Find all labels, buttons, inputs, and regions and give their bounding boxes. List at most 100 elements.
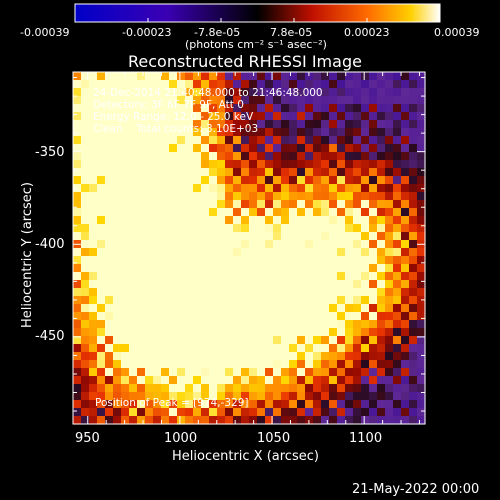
- heatmap-cell: [377, 280, 386, 289]
- heatmap-cell: [393, 96, 402, 105]
- heatmap-cell: [129, 392, 138, 401]
- heatmap-cell: [161, 128, 170, 137]
- heatmap-cell: [297, 304, 306, 313]
- heatmap-cell: [185, 112, 194, 121]
- heatmap-cell: [241, 392, 250, 401]
- heatmap-cell: [345, 352, 354, 361]
- heatmap-cell: [241, 160, 250, 169]
- heatmap-cell: [153, 368, 162, 377]
- heatmap-cell: [249, 320, 258, 329]
- heatmap-cell: [129, 72, 138, 81]
- heatmap-cell: [105, 384, 114, 393]
- heatmap-cell: [209, 256, 218, 265]
- heatmap-cell: [289, 72, 298, 81]
- heatmap-cell: [257, 344, 266, 353]
- heatmap-cell: [281, 200, 290, 209]
- heatmap-cell: [417, 224, 426, 233]
- heatmap-cell: [385, 384, 394, 393]
- heatmap-cell: [393, 104, 402, 113]
- heatmap-cell: [289, 256, 298, 265]
- heatmap-cell: [169, 320, 178, 329]
- heatmap-cell: [385, 328, 394, 337]
- heatmap-cell: [393, 272, 402, 281]
- heatmap-cell: [113, 344, 122, 353]
- heatmap-cell: [241, 304, 250, 313]
- heatmap-cell: [249, 200, 258, 209]
- heatmap-cell: [169, 256, 178, 265]
- heatmap-cell: [97, 168, 106, 177]
- heatmap-cell: [97, 272, 106, 281]
- heatmap-cell: [409, 200, 418, 209]
- heatmap-cell: [417, 96, 426, 105]
- heatmap-cell: [177, 400, 186, 409]
- heatmap-cell: [281, 312, 290, 321]
- heatmap-cell: [249, 192, 258, 201]
- heatmap-cell: [121, 416, 130, 425]
- heatmap-cell: [393, 112, 402, 121]
- heatmap-cell: [129, 344, 138, 353]
- heatmap-cell: [177, 328, 186, 337]
- heatmap-cell: [361, 304, 370, 313]
- heatmap-cell: [281, 160, 290, 169]
- heatmap-cell: [105, 336, 114, 345]
- heatmap-cell: [345, 80, 354, 89]
- heatmap-cell: [201, 384, 210, 393]
- heatmap-cell: [97, 224, 106, 233]
- heatmap-cell: [393, 224, 402, 233]
- heatmap-cell: [297, 360, 306, 369]
- heatmap-cell: [361, 408, 370, 417]
- heatmap-cell: [297, 208, 306, 217]
- heatmap-cell: [209, 208, 218, 217]
- heatmap-cell: [193, 320, 202, 329]
- heatmap-cell: [241, 104, 250, 113]
- heatmap-cell: [409, 360, 418, 369]
- heatmap-cell: [209, 192, 218, 201]
- heatmap-cell: [265, 360, 274, 369]
- heatmap-cell: [89, 184, 98, 193]
- heatmap-cell: [137, 304, 146, 313]
- heatmap-cell: [377, 224, 386, 233]
- heatmap-cell: [249, 72, 258, 81]
- heatmap-cell: [209, 80, 218, 89]
- heatmap-cell: [257, 120, 266, 129]
- x-tick-label: 1100: [349, 431, 383, 446]
- heatmap-cell: [193, 232, 202, 241]
- heatmap-cell: [145, 96, 154, 105]
- heatmap-cell: [161, 232, 170, 241]
- heatmap-cell: [409, 96, 418, 105]
- heatmap-cell: [73, 160, 82, 169]
- heatmap-cell: [193, 264, 202, 273]
- heatmap-cell: [313, 224, 322, 233]
- heatmap-cell: [217, 144, 226, 153]
- heatmap-cell: [209, 152, 218, 161]
- heatmap-cell: [321, 288, 330, 297]
- heatmap-cell: [185, 344, 194, 353]
- heatmap-cell: [305, 312, 314, 321]
- heatmap-cell: [329, 200, 338, 209]
- heatmap-cell: [105, 248, 114, 257]
- heatmap-cell: [73, 216, 82, 225]
- heatmap-cell: [177, 136, 186, 145]
- heatmap-cell: [265, 288, 274, 297]
- heatmap-cell: [289, 80, 298, 89]
- heatmap-cell: [281, 88, 290, 97]
- heatmap-cell: [209, 312, 218, 321]
- heatmap-cell: [153, 152, 162, 161]
- heatmap-cell: [113, 320, 122, 329]
- heatmap-cell: [129, 400, 138, 409]
- heatmap-cell: [289, 288, 298, 297]
- heatmap-cell: [345, 400, 354, 409]
- heatmap-cell: [257, 296, 266, 305]
- heatmap-cell: [273, 216, 282, 225]
- heatmap-cell: [289, 96, 298, 105]
- heatmap-cell: [409, 384, 418, 393]
- heatmap-cell: [233, 304, 242, 313]
- heatmap-cell: [297, 384, 306, 393]
- heatmap-cell: [401, 256, 410, 265]
- heatmap-cell: [377, 320, 386, 329]
- heatmap-cell: [257, 144, 266, 153]
- heatmap-cell: [169, 128, 178, 137]
- heatmap-cell: [121, 96, 130, 105]
- heatmap-cell: [169, 352, 178, 361]
- y-tick-label: -350: [35, 145, 65, 160]
